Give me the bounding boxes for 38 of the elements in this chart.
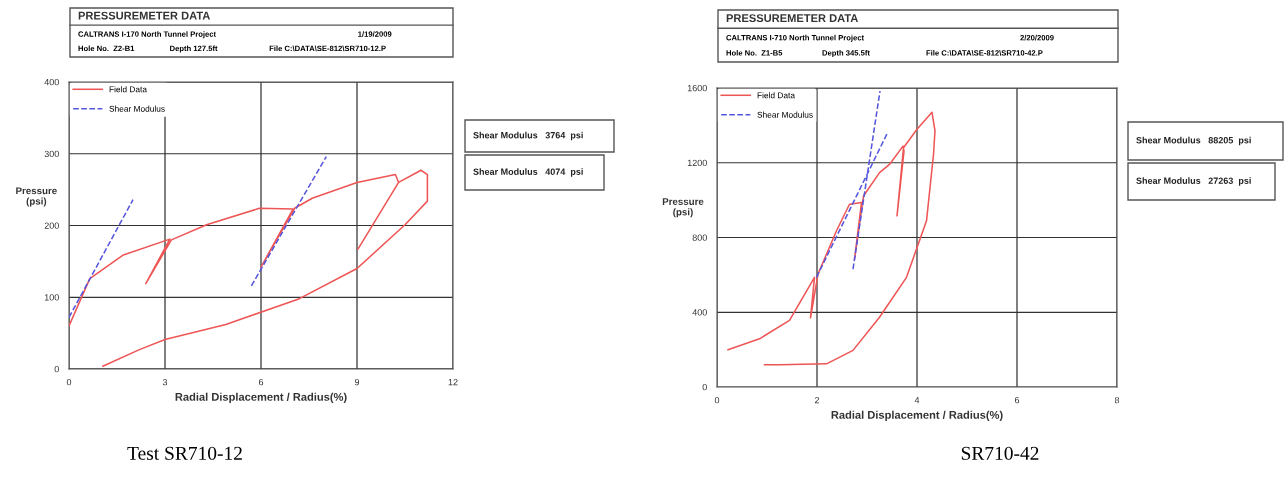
legend-label: Shear Modulus bbox=[109, 105, 165, 112]
text: Shear Modulus 4074 psi bbox=[473, 168, 583, 177]
x-tick-label: 9 bbox=[354, 378, 360, 386]
text: Shear Modulus 3764 psi bbox=[473, 131, 583, 141]
legend-label: Shear Modulus bbox=[757, 111, 813, 118]
line-series bbox=[727, 111, 936, 366]
x-tick-label: 8 bbox=[1114, 396, 1120, 404]
text: Shear Modulus 88205 psi bbox=[1136, 136, 1251, 146]
y-tick-label: 800 bbox=[692, 234, 707, 241]
y-tick-label: 100 bbox=[44, 294, 59, 301]
y-axis-title: Pressure (psi) bbox=[16, 187, 57, 207]
x-tick-label: 12 bbox=[448, 378, 458, 386]
y-tick-label: 200 bbox=[44, 222, 59, 229]
y-tick-label: 0 bbox=[54, 365, 59, 373]
x-tick-label: 6 bbox=[258, 378, 264, 386]
chart-title: PRESSUREMETER DATA bbox=[78, 11, 211, 20]
x-axis-title: Radial Displacement / Radius(%) bbox=[831, 410, 1003, 422]
y-tick-label: 400 bbox=[44, 78, 59, 86]
text: SR710-42 bbox=[961, 446, 1039, 460]
x-tick-label: 0 bbox=[66, 378, 72, 386]
legend-label: Field Data bbox=[109, 86, 147, 93]
y-axis-title: Pressure (psi) bbox=[662, 198, 704, 218]
x-tick-label: 4 bbox=[914, 397, 920, 404]
x-tick-label: 0 bbox=[714, 396, 720, 404]
y-tick-label: 1600 bbox=[687, 84, 707, 92]
y-tick-label: 400 bbox=[692, 309, 707, 316]
y-tick-label: 1200 bbox=[687, 159, 707, 167]
text: Shear Modulus 27263 psi bbox=[1136, 177, 1251, 186]
x-axis-title: Radial Displacement / Radius(%) bbox=[175, 392, 347, 404]
line-series bbox=[69, 169, 429, 367]
text: Test SR710-12 bbox=[127, 446, 242, 460]
legend-label: Field Data bbox=[757, 92, 795, 99]
x-tick-label: 6 bbox=[1014, 396, 1020, 404]
y-tick-label: 300 bbox=[44, 150, 59, 158]
y-tick-label: 0 bbox=[702, 383, 707, 391]
x-tick-label: 2 bbox=[814, 396, 820, 404]
x-tick-label: 3 bbox=[162, 378, 168, 386]
chart-title: PRESSUREMETER DATA bbox=[726, 14, 859, 23]
